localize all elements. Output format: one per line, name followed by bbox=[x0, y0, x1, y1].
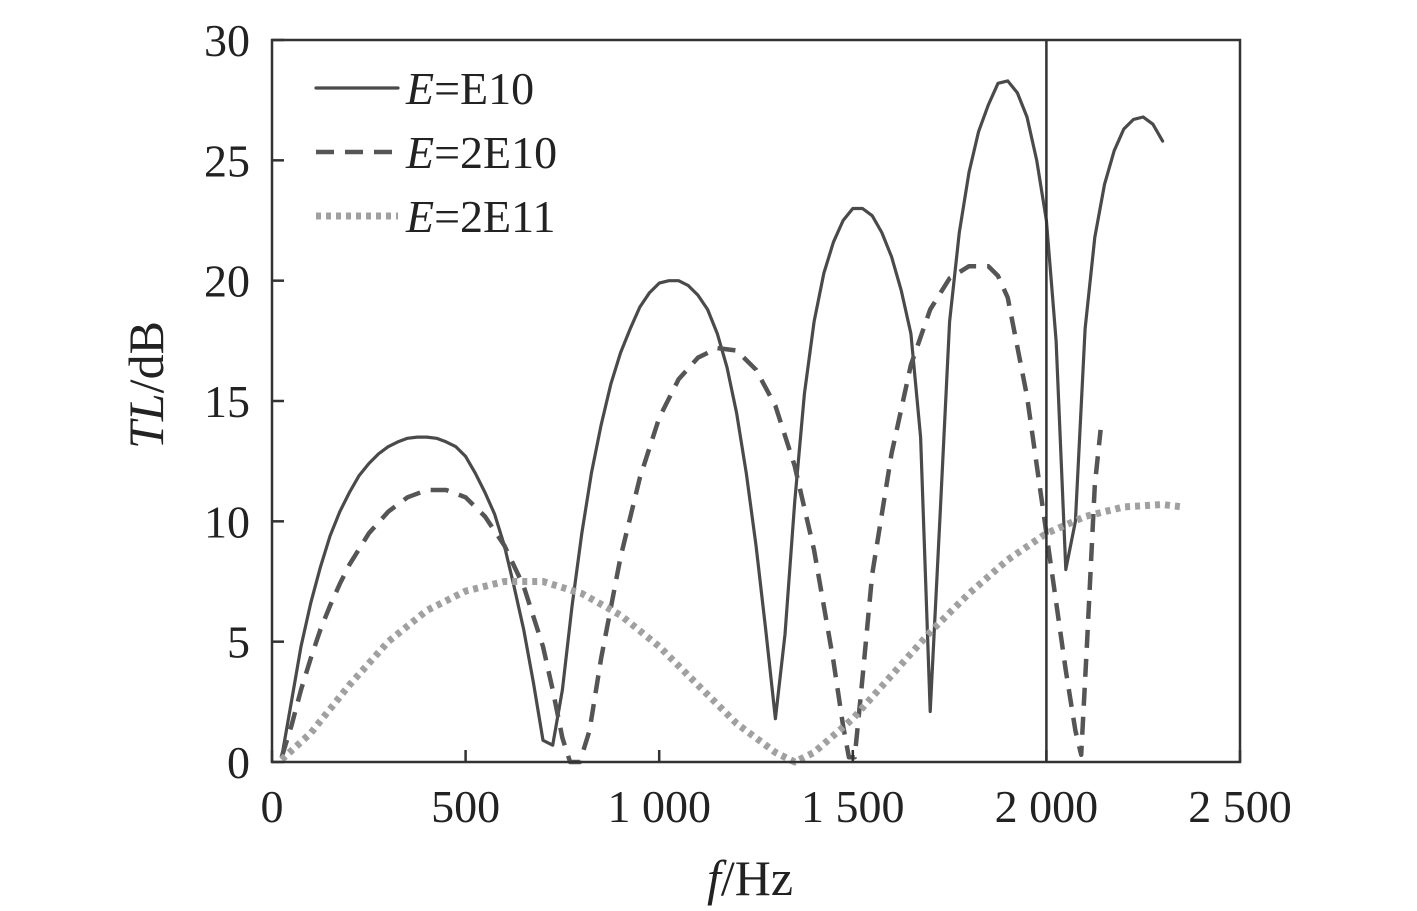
y-axis-title: TL/dB bbox=[118, 321, 174, 449]
y-tick-label: 30 bbox=[204, 15, 250, 66]
y-tick-label: 15 bbox=[204, 376, 250, 427]
y-tick-label: 20 bbox=[204, 256, 250, 307]
x-axis-title: f/Hz bbox=[707, 850, 793, 906]
x-tick-label: 2 500 bbox=[1188, 781, 1292, 832]
x-tick-label: 2 000 bbox=[995, 781, 1099, 832]
legend-label-2: E=2E10 bbox=[405, 127, 557, 178]
y-tick-label: 5 bbox=[227, 617, 250, 668]
series-layer bbox=[279, 79, 1183, 766]
y-tick-label: 10 bbox=[204, 496, 250, 547]
legend-label-3: E=2E11 bbox=[405, 191, 555, 242]
y-tick-label: 0 bbox=[227, 737, 250, 788]
x-tick-label: 1 500 bbox=[801, 781, 905, 832]
x-tick-label: 0 bbox=[261, 781, 284, 832]
ticks-layer: 0 500 1 000 1 500 2 000 2 500 0 5 10 15 20 25 30 bbox=[204, 15, 1292, 832]
legend: E=E10 E=2E10 E=2E11 bbox=[314, 63, 557, 242]
series-line-2 bbox=[279, 263, 1103, 765]
y-tick-label: 25 bbox=[204, 135, 250, 186]
x-tick-label: 1 000 bbox=[607, 781, 711, 832]
x-tick-label: 500 bbox=[431, 781, 500, 832]
legend-label-1: E=E10 bbox=[405, 63, 534, 114]
